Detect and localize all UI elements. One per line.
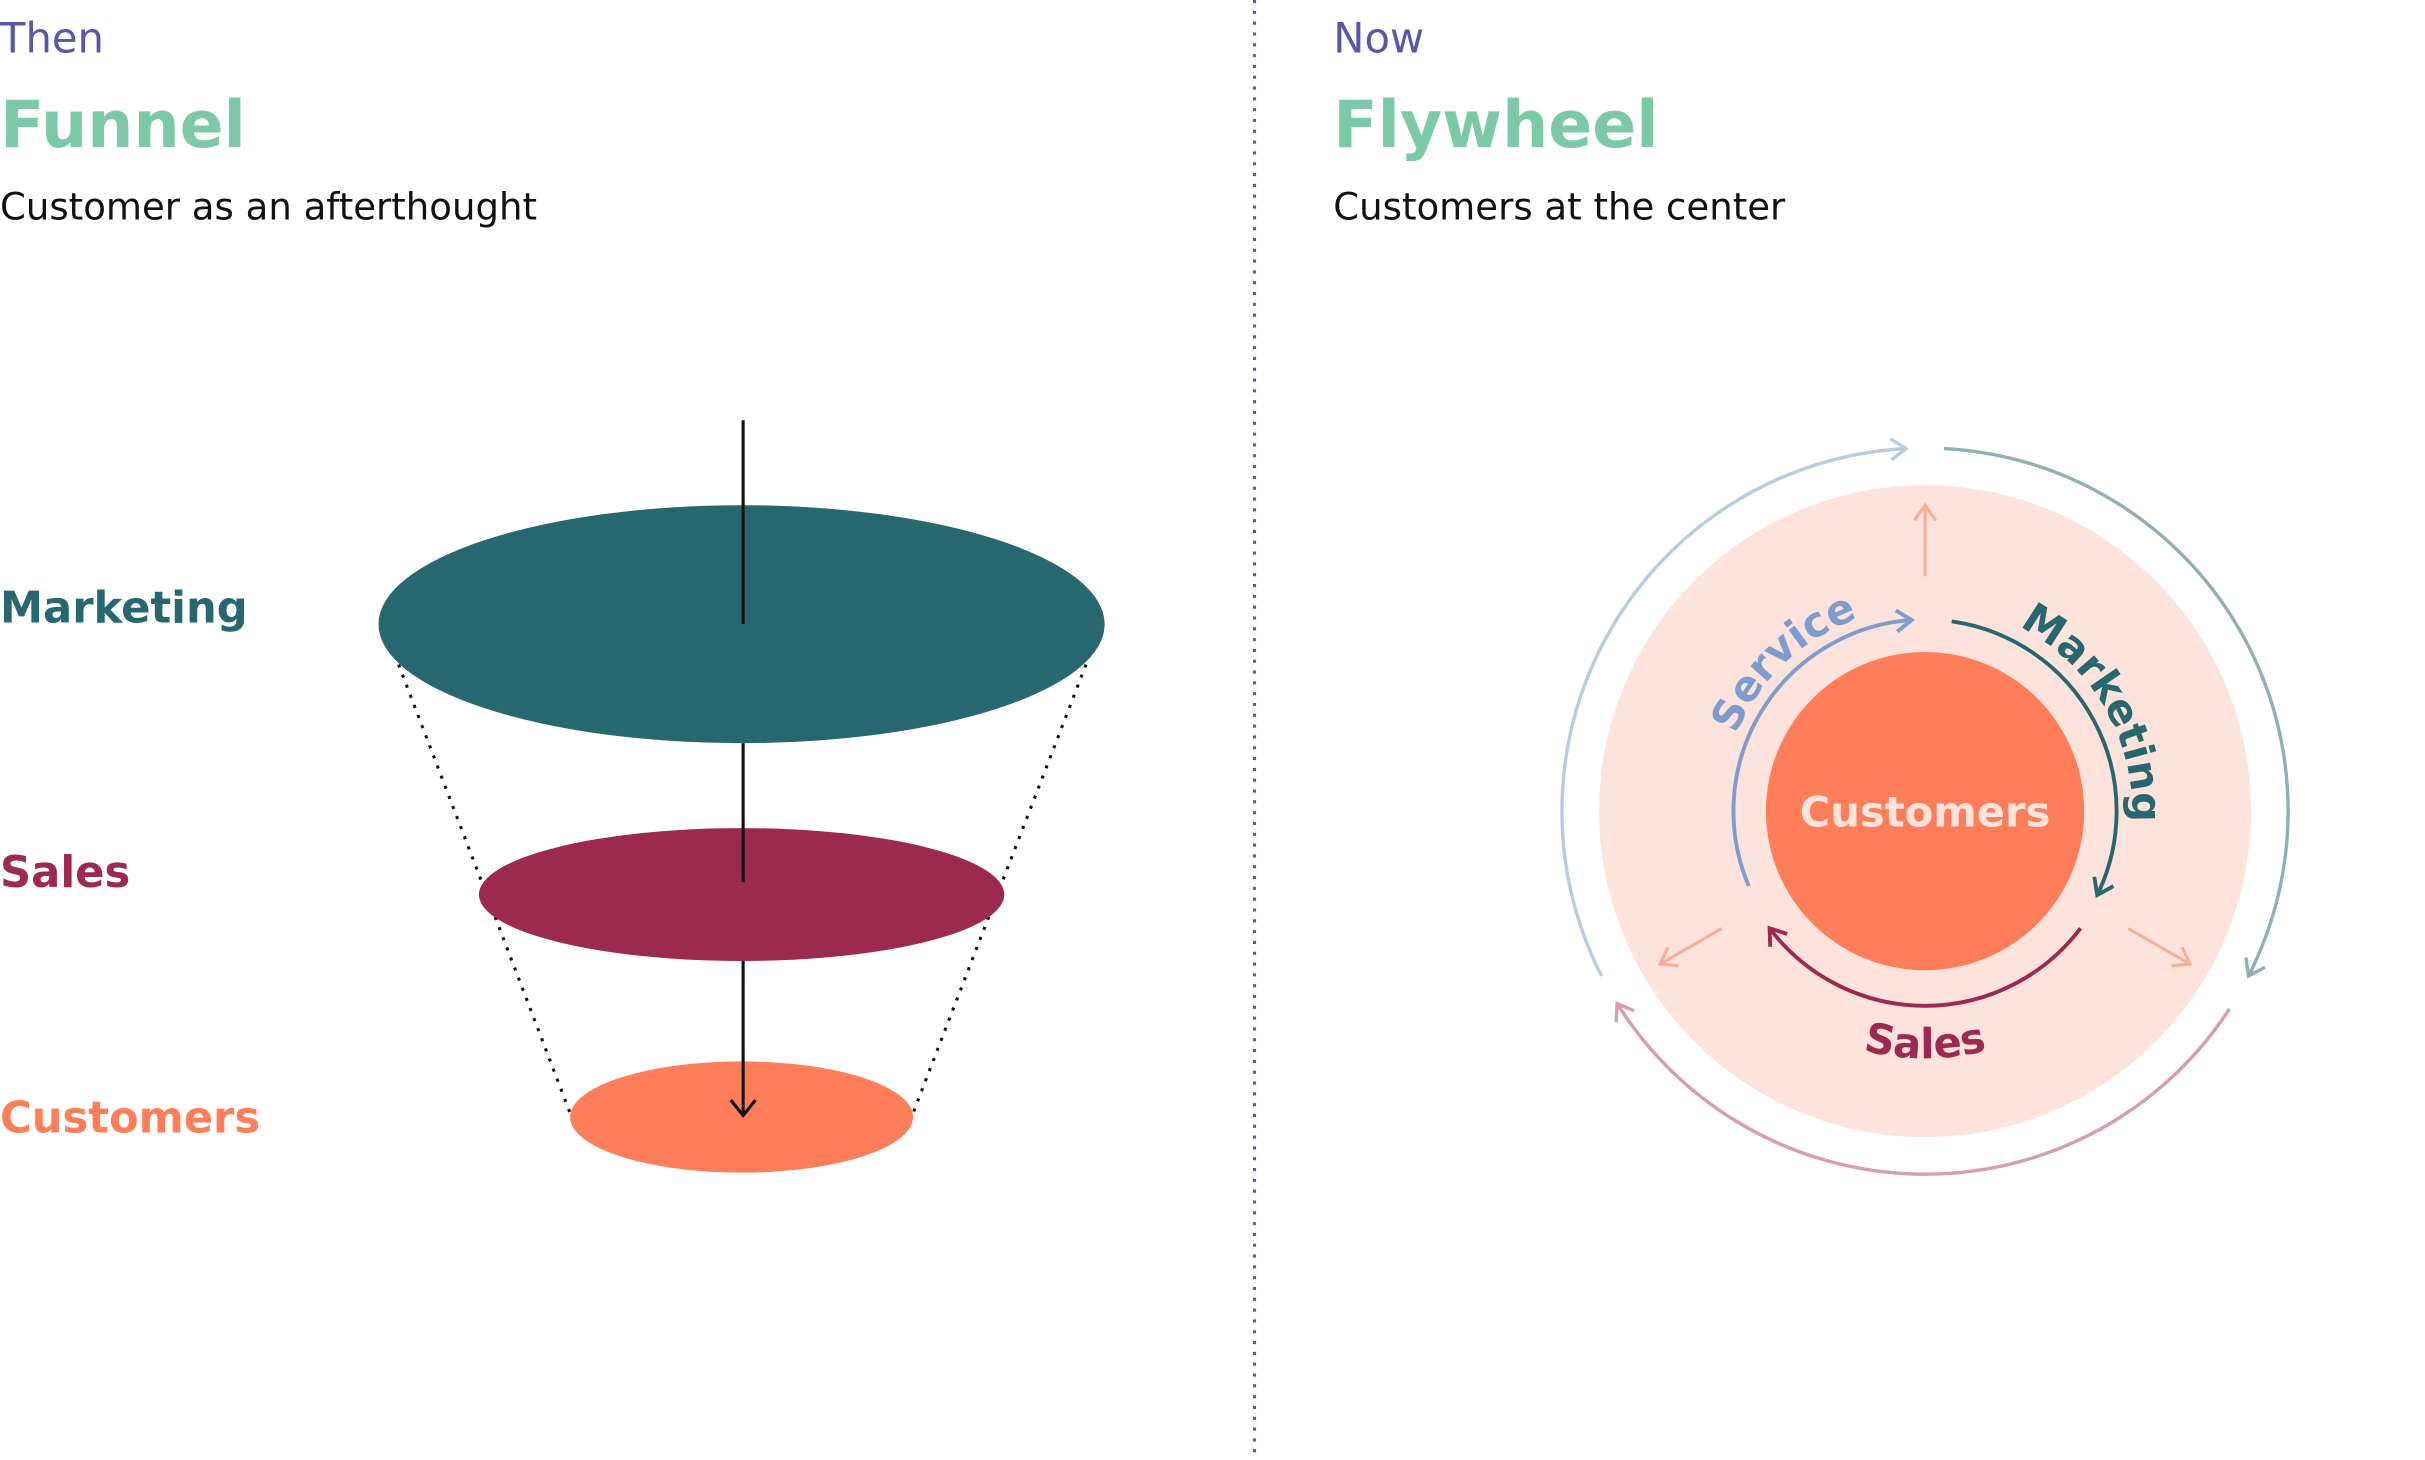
eyebrow: Then (0, 14, 104, 63)
flow-arrowhead (729, 1099, 757, 1118)
flywheel-center (1765, 651, 2085, 971)
eyebrow: Now (1333, 14, 1424, 63)
funnel-edge (910, 623, 1104, 1118)
arrowhead (1913, 502, 1937, 522)
arrowhead (1657, 946, 1679, 968)
funnel-sales (478, 828, 1005, 961)
arrow-arc (1768, 927, 2083, 1008)
panel-title: Flywheel (1333, 88, 1658, 163)
panel-title: Funnel (0, 88, 246, 163)
arrowhead (2244, 957, 2266, 979)
center-label: Customers (1800, 788, 2051, 837)
arrowhead (1614, 1000, 1635, 1023)
arrowhead (2092, 876, 2115, 899)
outward-arrow (2127, 927, 2191, 966)
outward-arrow (1659, 927, 1723, 966)
arrow-arc (1943, 446, 2290, 977)
ring-label: Sales (1861, 1012, 1990, 1068)
stage-label: Marketing (0, 584, 248, 634)
arrow-arc (1615, 1002, 2231, 1176)
arrow-arc (1951, 619, 2119, 896)
stage-label: Customers (0, 1093, 260, 1143)
funnel-edge (381, 623, 574, 1118)
arrow-arc (1560, 446, 1907, 977)
arrowhead (1894, 608, 1916, 634)
arrows (1560, 437, 2290, 1176)
stage-label: Sales (0, 848, 130, 898)
arrowhead (1889, 437, 1909, 462)
arrowhead (1767, 925, 1788, 947)
arrowhead (2171, 946, 2193, 968)
subtitle: Customers at the center (1333, 185, 1786, 228)
funnel-customers (570, 1061, 914, 1173)
arrow-arc (1731, 618, 1912, 887)
subtitle: Customer as an afterthought (0, 185, 537, 228)
ring-label-path: Sales (1861, 1012, 1990, 1068)
